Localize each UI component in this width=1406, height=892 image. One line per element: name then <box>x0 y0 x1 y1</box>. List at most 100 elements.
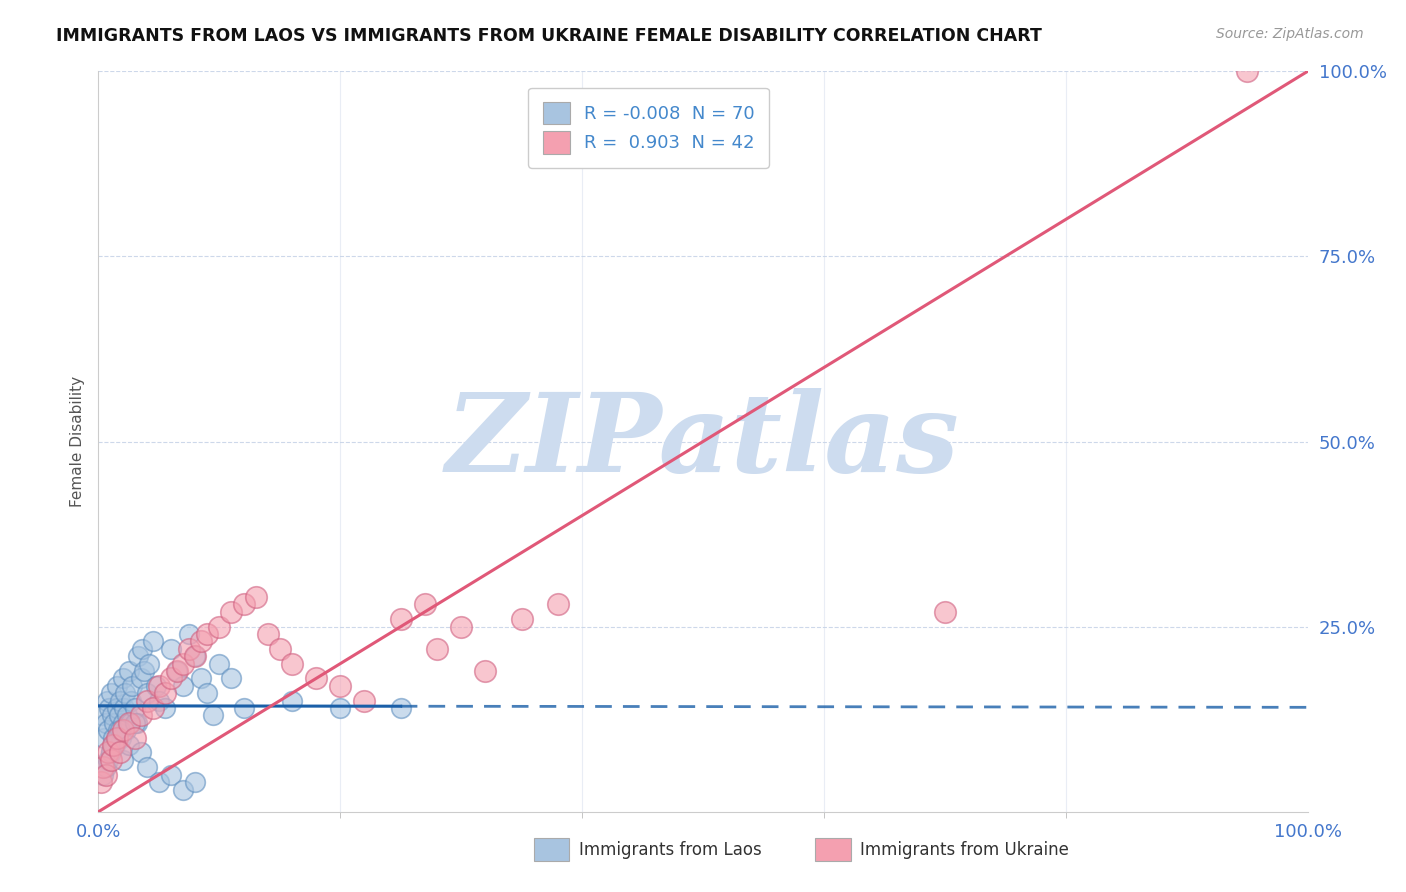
Point <box>101 738 124 752</box>
Point <box>142 634 165 648</box>
Point <box>232 701 254 715</box>
Point <box>91 767 114 781</box>
Point <box>148 775 170 789</box>
Point <box>127 715 149 730</box>
Point <box>129 746 152 760</box>
Point <box>172 679 194 693</box>
Point <box>124 731 146 745</box>
Point <box>108 708 131 723</box>
Text: ZIPatlas: ZIPatlas <box>446 388 960 495</box>
Point <box>221 672 243 686</box>
Point <box>153 686 176 700</box>
Point <box>166 664 188 678</box>
Point <box>129 672 152 686</box>
Point <box>117 708 139 723</box>
Text: Immigrants from Laos: Immigrants from Laos <box>579 841 762 859</box>
Point <box>127 649 149 664</box>
Point <box>97 723 120 738</box>
Point <box>105 731 128 745</box>
Point <box>100 746 122 760</box>
Point <box>202 708 225 723</box>
Point <box>135 694 157 708</box>
Point <box>547 598 569 612</box>
Point <box>94 760 117 774</box>
Point <box>110 731 132 745</box>
Point <box>108 746 131 760</box>
Point <box>269 641 291 656</box>
Point <box>389 701 412 715</box>
Point <box>208 619 231 633</box>
Point <box>426 641 449 656</box>
Point <box>474 664 496 678</box>
Point <box>160 767 183 781</box>
Point <box>138 657 160 671</box>
Point <box>413 598 436 612</box>
Point <box>1236 64 1258 78</box>
Point <box>160 641 183 656</box>
Point <box>100 746 122 760</box>
Point <box>96 694 118 708</box>
Point <box>172 657 194 671</box>
Point <box>100 708 122 723</box>
Point <box>97 753 120 767</box>
Point <box>281 657 304 671</box>
Y-axis label: Female Disability: Female Disability <box>69 376 84 508</box>
Point <box>94 767 117 781</box>
Point <box>195 627 218 641</box>
Point <box>389 612 412 626</box>
Point <box>208 657 231 671</box>
Point <box>97 746 120 760</box>
Point <box>256 627 278 641</box>
Point <box>153 701 176 715</box>
Point <box>131 641 153 656</box>
Point <box>90 775 112 789</box>
Point <box>93 731 115 745</box>
Point <box>118 738 141 752</box>
Point <box>111 672 134 686</box>
Point <box>118 664 141 678</box>
Point <box>281 694 304 708</box>
Point <box>134 664 156 678</box>
Point <box>245 590 267 604</box>
Point <box>101 738 124 752</box>
Point <box>124 701 146 715</box>
Point <box>111 723 134 738</box>
Point <box>111 715 134 730</box>
Point <box>135 760 157 774</box>
Point <box>329 679 352 693</box>
Point <box>121 679 143 693</box>
Point <box>129 708 152 723</box>
Point <box>107 723 129 738</box>
Point <box>934 605 956 619</box>
Point <box>184 775 207 789</box>
Point <box>172 782 194 797</box>
Point <box>148 694 170 708</box>
Point <box>179 641 201 656</box>
Point <box>305 672 328 686</box>
Point <box>115 723 138 738</box>
Point <box>450 619 472 633</box>
Point <box>91 708 114 723</box>
Point <box>111 753 134 767</box>
Point <box>195 686 218 700</box>
Text: Source: ZipAtlas.com: Source: ZipAtlas.com <box>1216 27 1364 41</box>
Point <box>108 723 131 738</box>
Text: Immigrants from Ukraine: Immigrants from Ukraine <box>860 841 1070 859</box>
Point <box>118 715 141 730</box>
Point <box>101 731 124 745</box>
Point <box>145 679 167 693</box>
Point <box>232 598 254 612</box>
Point <box>166 664 188 678</box>
Point <box>142 701 165 715</box>
Text: IMMIGRANTS FROM LAOS VS IMMIGRANTS FROM UKRAINE FEMALE DISABILITY CORRELATION CH: IMMIGRANTS FROM LAOS VS IMMIGRANTS FROM … <box>56 27 1042 45</box>
Point <box>108 694 131 708</box>
Point <box>118 715 141 730</box>
Point <box>148 679 170 693</box>
Point <box>510 612 533 626</box>
Point <box>105 701 128 715</box>
Point <box>105 731 128 745</box>
Point <box>353 694 375 708</box>
Point <box>98 701 121 715</box>
Point <box>221 605 243 619</box>
Legend: R = -0.008  N = 70, R =  0.903  N = 42: R = -0.008 N = 70, R = 0.903 N = 42 <box>529 87 769 168</box>
